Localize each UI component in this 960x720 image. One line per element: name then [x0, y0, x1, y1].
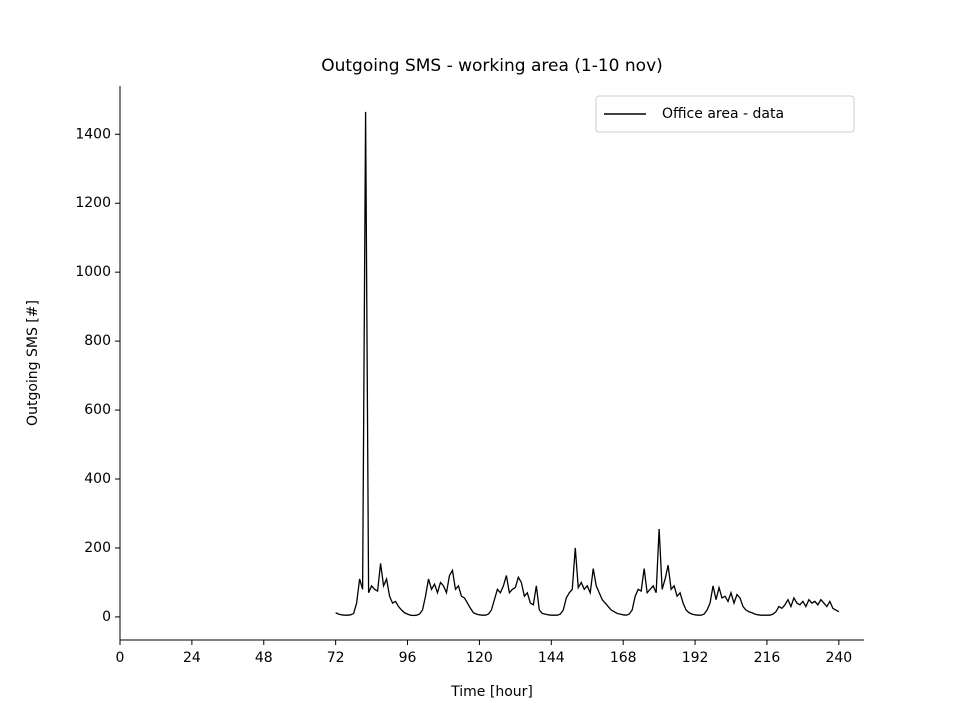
chart-title: Outgoing SMS - working area (1-10 nov) — [321, 56, 663, 76]
y-axis-label: Outgoing SMS [#] — [25, 300, 41, 426]
x-tick-label: 72 — [327, 650, 345, 666]
data-line — [335, 111, 840, 617]
x-tick-label: 120 — [466, 650, 493, 666]
x-tick-label: 48 — [255, 650, 273, 666]
x-tick-label: 192 — [682, 650, 709, 666]
legend-label: Office area - data — [662, 106, 784, 122]
y-tick-label: 600 — [84, 402, 111, 418]
y-tick-label: 400 — [84, 471, 111, 487]
y-tick-label: 1400 — [75, 126, 111, 142]
x-axis-label: Time [hour] — [450, 684, 533, 700]
y-tick-label: 800 — [84, 333, 111, 349]
x-tick-label: 0 — [116, 650, 125, 666]
x-tick-label: 24 — [183, 650, 201, 666]
x-tick-label: 240 — [825, 650, 852, 666]
y-tick-label: 1000 — [75, 264, 111, 280]
x-tick-label: 96 — [399, 650, 417, 666]
y-tick-label: 200 — [84, 540, 111, 556]
y-tick-label: 1200 — [75, 195, 111, 211]
x-tick-label: 216 — [754, 650, 781, 666]
x-tick-label: 144 — [538, 650, 565, 666]
y-tick-label: 0 — [102, 609, 111, 625]
x-tick-label: 168 — [610, 650, 637, 666]
legend-box — [595, 95, 855, 133]
